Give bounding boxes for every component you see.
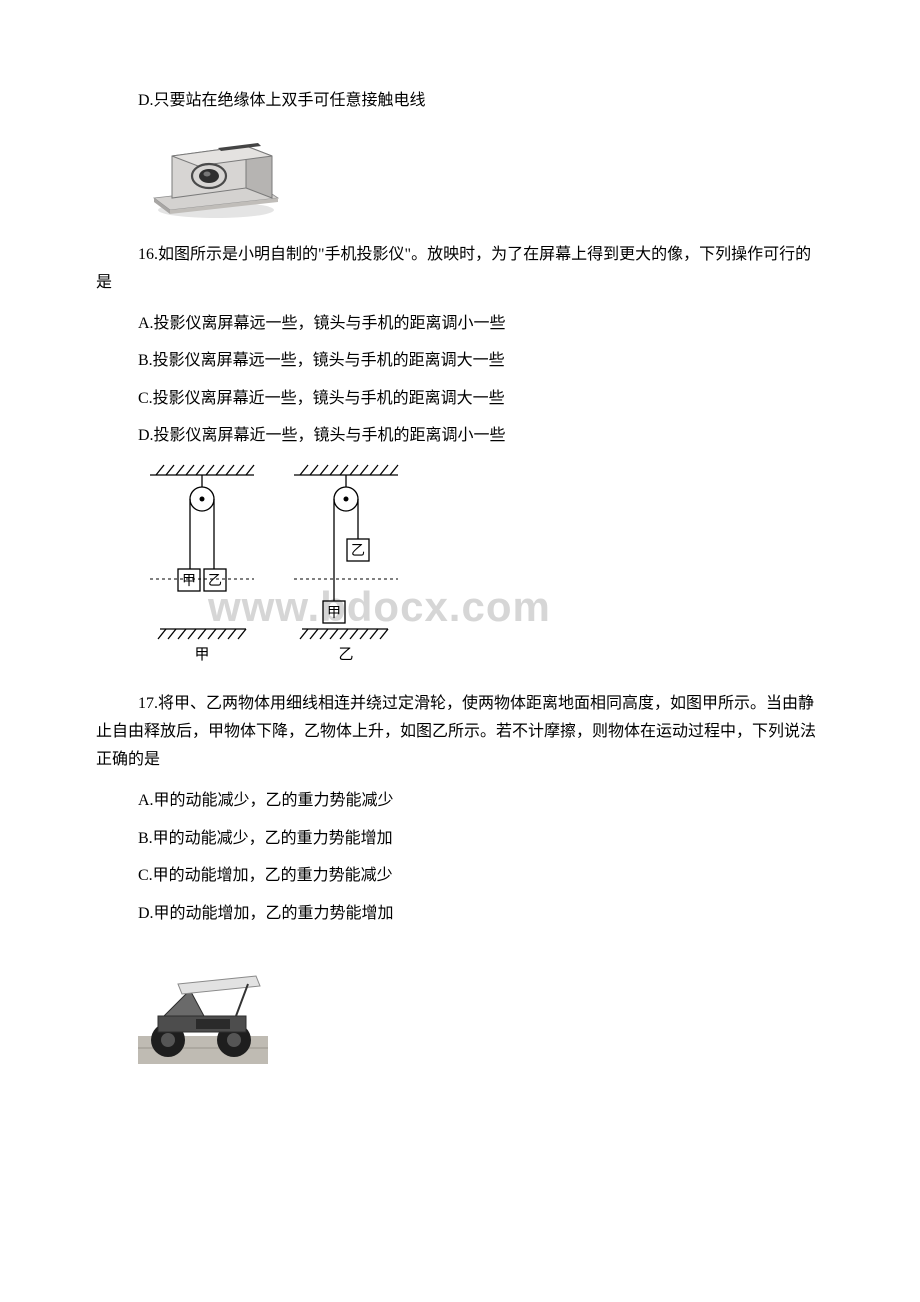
q17-stem: 17.将甲、乙两物体用细线相连并绕过定滑轮，使两物体距离地面相同高度，如图甲所示… [96, 690, 824, 774]
q17-pulley-diagram: 甲 乙 甲 [138, 461, 428, 671]
svg-text:甲: 甲 [194, 647, 209, 663]
svg-text:乙: 乙 [338, 647, 353, 663]
q16-projector-image [138, 132, 824, 227]
q17-option-c: C.甲的动能增加，乙的重力势能减少 [96, 863, 824, 889]
q16-option-b: B.投影仪离屏幕远一些，镜头与手机的距离调大一些 [96, 348, 824, 374]
q16-option-a: A.投影仪离屏幕远一些，镜头与手机的距离调小一些 [96, 311, 824, 337]
svg-text:乙: 乙 [208, 573, 222, 589]
svg-text:甲: 甲 [327, 606, 341, 621]
q18-car-image [138, 954, 824, 1069]
q17-option-b: B.甲的动能减少，乙的重力势能增加 [96, 826, 824, 852]
q17-option-a: A.甲的动能减少，乙的重力势能减少 [96, 788, 824, 814]
q15-option-d: D.只要站在绝缘体上双手可任意接触电线 [96, 88, 824, 114]
q16-option-c: C.投影仪离屏幕近一些，镜头与手机的距离调大一些 [96, 386, 824, 412]
svg-text:乙: 乙 [351, 543, 365, 559]
q16-option-d: D.投影仪离屏幕近一些，镜头与手机的距离调小一些 [96, 423, 824, 449]
q17-option-d: D.甲的动能增加，乙的重力势能增加 [96, 901, 824, 927]
q16-stem: 16.如图所示是小明自制的"手机投影仪"。放映时，为了在屏幕上得到更大的像，下列… [96, 241, 824, 297]
svg-text:甲: 甲 [182, 574, 196, 589]
